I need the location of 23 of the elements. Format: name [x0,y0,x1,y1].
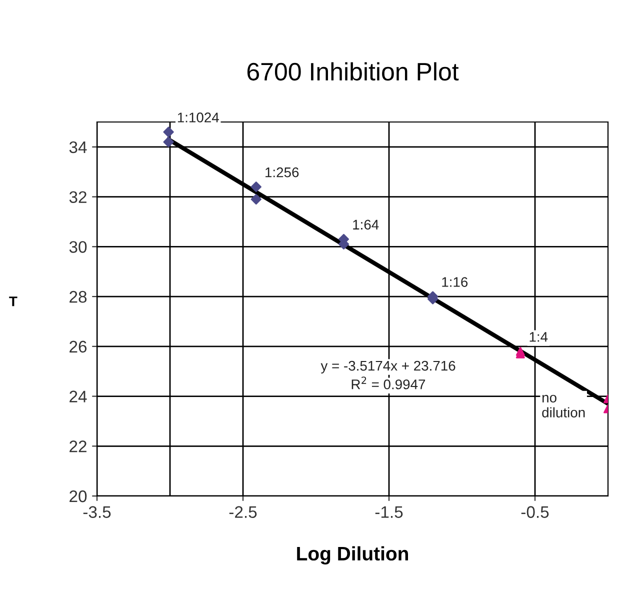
y-tick-label: 28 [70,290,87,303]
annotation: 1:4 [530,332,548,342]
annotation: no dilution [542,394,585,418]
y-tick-label: 30 [69,241,87,253]
y-tick-label: 24 [70,390,87,402]
x-axis-title: Log Dilution [297,546,408,564]
annotation: 1:16 [442,277,468,287]
x-tick-label: -0.5 [521,506,549,518]
y-tick-label: 34 [69,141,87,154]
y-tick-label: 32 [69,191,86,204]
y-tick-label: 20 [70,490,87,502]
annotation: R$^{2}$ = 0.9947 [352,376,426,390]
chart-title: 6700 Inhibition Plot [247,62,459,81]
annotation: 1:64 [353,220,379,230]
x-tick-label: -1.5 [375,506,403,518]
y-tick-label: 22 [70,440,86,452]
annotation: 1:1024 [178,112,219,122]
x-tick-label: -3.5 [83,506,111,518]
y-tick-label: 26 [70,340,87,353]
annotation: 1:256 [266,167,299,178]
y-axis-title: T [9,296,18,306]
x-tick-label: -2.5 [229,506,257,518]
annotation: y = -3.5174x + 23.716 [320,360,456,374]
